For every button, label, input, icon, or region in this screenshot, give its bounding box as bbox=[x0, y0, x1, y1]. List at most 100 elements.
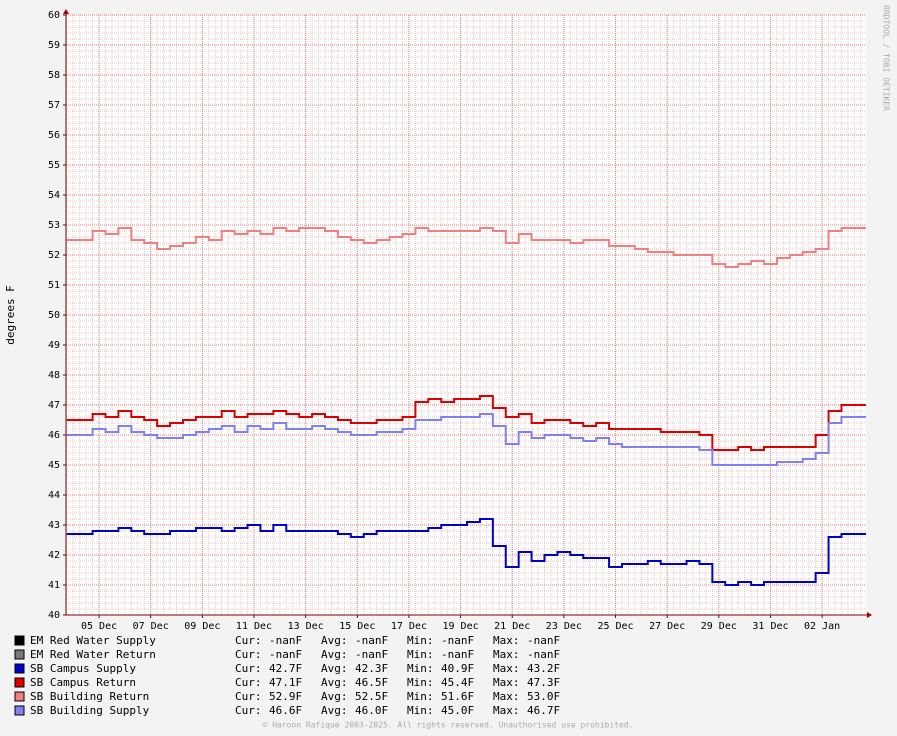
legend-label: EM Red Water Supply bbox=[30, 634, 156, 647]
legend-stat-label: Max: bbox=[493, 648, 520, 661]
legend-stat-label: Cur: bbox=[235, 662, 262, 675]
y-tick-label: 43 bbox=[48, 520, 60, 531]
x-tick-label: 21 Dec bbox=[494, 621, 530, 632]
legend-stat-value: 53.0F bbox=[527, 690, 560, 703]
legend-stat-value: -nanF bbox=[269, 634, 302, 647]
legend-stat-label: Cur: bbox=[235, 704, 262, 717]
series-line bbox=[66, 413, 866, 466]
y-tick-label: 49 bbox=[48, 340, 60, 351]
y-tick-label: 48 bbox=[48, 370, 60, 381]
legend-swatch bbox=[14, 677, 25, 688]
legend-stat-value: 52.9F bbox=[269, 690, 302, 703]
y-axis-label: degrees F bbox=[4, 285, 17, 345]
legend-stat-label: Max: bbox=[493, 690, 520, 703]
x-tick-label: 13 Dec bbox=[288, 621, 324, 632]
legend-stat-label: Cur: bbox=[235, 676, 262, 689]
legend-stat-value: 45.4F bbox=[441, 676, 474, 689]
legend-stat-label: Max: bbox=[493, 634, 520, 647]
legend-stat-label: Avg: bbox=[321, 690, 348, 703]
legend-label: EM Red Water Return bbox=[30, 648, 156, 661]
legend-stat-value: 43.2F bbox=[527, 662, 560, 675]
x-tick-label: 27 Dec bbox=[649, 621, 685, 632]
legend-stat-value: -nanF bbox=[269, 648, 302, 661]
legend: EM Red Water Supply Cur: -nanF Avg: -nanF Min… bbox=[14, 634, 560, 717]
side-label: RRDTOOL / TOBI OETIKER bbox=[882, 5, 891, 111]
y-tick-label: 46 bbox=[48, 430, 60, 441]
y-tick-label: 50 bbox=[48, 310, 60, 321]
x-tick-label: 15 Dec bbox=[339, 621, 375, 632]
legend-swatch bbox=[14, 649, 25, 660]
legend-stat-value: -nanF bbox=[441, 634, 474, 647]
legend-stat-label: Max: bbox=[493, 662, 520, 675]
x-tick-label: 02 Jan bbox=[804, 621, 840, 632]
y-axis-arrow bbox=[63, 9, 69, 14]
y-tick-label: 53 bbox=[48, 220, 60, 231]
legend-stat-value: -nanF bbox=[355, 634, 388, 647]
x-tick-label: 09 Dec bbox=[184, 621, 220, 632]
x-tick-label: 11 Dec bbox=[236, 621, 272, 632]
x-tick-label: 19 Dec bbox=[443, 621, 479, 632]
legend-stat-value: -nanF bbox=[355, 648, 388, 661]
legend-stat-value: 42.7F bbox=[269, 662, 302, 675]
legend-stat-value: -nanF bbox=[527, 634, 560, 647]
x-tick-label: 25 Dec bbox=[597, 621, 633, 632]
legend-stat-value: 51.6F bbox=[441, 690, 474, 703]
y-tick-label: 47 bbox=[48, 400, 60, 411]
y-tick-label: 45 bbox=[48, 460, 60, 471]
y-tick-label: 42 bbox=[48, 550, 60, 561]
legend-label: SB Campus Return bbox=[30, 676, 136, 689]
legend-stat-label: Min: bbox=[407, 662, 434, 675]
x-tick-label: 31 Dec bbox=[752, 621, 788, 632]
y-tick-label: 40 bbox=[48, 610, 60, 621]
legend-stat-value: 46.7F bbox=[527, 704, 560, 717]
legend-swatch bbox=[14, 705, 25, 716]
legend-stat-label: Cur: bbox=[235, 634, 262, 647]
y-tick-label: 51 bbox=[48, 280, 60, 291]
legend-stat-value: 45.0F bbox=[441, 704, 474, 717]
y-tick-label: 52 bbox=[48, 250, 60, 261]
y-tick-label: 57 bbox=[48, 100, 60, 111]
legend-stat-label: Min: bbox=[407, 704, 434, 717]
legend-stat-value: 46.5F bbox=[355, 676, 388, 689]
legend-stat-label: Min: bbox=[407, 648, 434, 661]
legend-label: SB Campus Supply bbox=[30, 662, 136, 675]
x-tick-label: 07 Dec bbox=[133, 621, 169, 632]
legend-stat-value: 42.3F bbox=[355, 662, 388, 675]
legend-swatch bbox=[14, 691, 25, 702]
legend-stat-value: -nanF bbox=[527, 648, 560, 661]
x-tick-label: 17 Dec bbox=[391, 621, 427, 632]
y-tick-label: 41 bbox=[48, 580, 60, 591]
legend-stat-label: Avg: bbox=[321, 704, 348, 717]
legend-stat-value: 46.6F bbox=[269, 704, 302, 717]
y-tick-label: 60 bbox=[48, 10, 60, 21]
y-tick-label: 58 bbox=[48, 70, 60, 81]
legend-stat-label: Min: bbox=[407, 690, 434, 703]
y-tick-label: 55 bbox=[48, 160, 60, 171]
legend-stat-label: Avg: bbox=[321, 676, 348, 689]
series-line bbox=[66, 395, 866, 451]
series-line bbox=[66, 518, 866, 586]
x-axis-arrow bbox=[867, 612, 872, 618]
legend-label: SB Building Supply bbox=[30, 704, 150, 717]
y-tick-label: 44 bbox=[48, 490, 60, 501]
legend-label: SB Building Return bbox=[30, 690, 149, 703]
legend-stat-label: Max: bbox=[493, 676, 520, 689]
legend-stat-label: Avg: bbox=[321, 634, 348, 647]
legend-stat-value: 46.0F bbox=[355, 704, 388, 717]
grid bbox=[66, 14, 866, 616]
y-tick-label: 54 bbox=[48, 190, 60, 201]
legend-stat-value: 52.5F bbox=[355, 690, 388, 703]
legend-swatch bbox=[14, 663, 25, 674]
series-lines bbox=[66, 227, 866, 586]
legend-stat-label: Min: bbox=[407, 676, 434, 689]
axes: 40 41 42 43 44 45 46 47 48 49 50 51 52 53 54 55 56 57 58 59… bbox=[48, 9, 872, 632]
legend-swatch bbox=[14, 635, 25, 646]
legend-stat-label: Cur: bbox=[235, 690, 262, 703]
x-tick-label: 23 Dec bbox=[546, 621, 582, 632]
legend-stat-label: Min: bbox=[407, 634, 434, 647]
legend-stat-value: 47.3F bbox=[527, 676, 560, 689]
legend-stat-label: Cur: bbox=[235, 648, 262, 661]
y-tick-label: 59 bbox=[48, 40, 60, 51]
legend-stat-value: 47.1F bbox=[269, 676, 302, 689]
